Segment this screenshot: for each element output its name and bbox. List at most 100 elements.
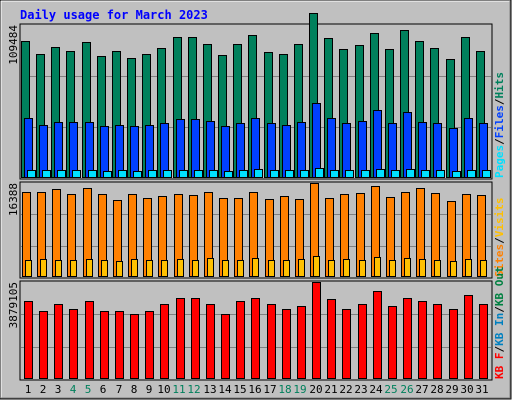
bar-pages-15 [239, 170, 248, 178]
bar-files-13 [206, 121, 215, 178]
bar-kb-f-22 [342, 309, 351, 379]
bar-pages-22 [345, 170, 354, 178]
bar-pages-4 [72, 170, 81, 178]
bar-pages-6 [103, 171, 112, 178]
x-tick-label-27: 27 [415, 383, 428, 396]
x-tick-label-2: 2 [40, 383, 47, 396]
legend-top: Pages/Files/Hits [493, 72, 506, 178]
bar-visits-19 [298, 259, 305, 277]
bar-files-7 [115, 125, 124, 178]
bar-visits-6 [101, 260, 108, 277]
bar-pages-29 [452, 171, 461, 178]
legend-kbf: KB F [493, 353, 506, 380]
x-tick-label-23: 23 [354, 383, 367, 396]
bar-files-28 [433, 123, 442, 178]
bar-visits-1 [25, 260, 32, 277]
x-tick-label-19: 19 [293, 383, 306, 396]
legend-sep-1: / [493, 138, 506, 145]
x-tick-label-17: 17 [263, 383, 276, 396]
legend-kbout: KB Out [493, 266, 506, 306]
bar-kb-f-6 [100, 311, 109, 379]
bar-files-21 [327, 118, 336, 178]
bar-visits-10 [161, 260, 168, 277]
bar-pages-9 [148, 170, 157, 178]
x-tick-label-22: 22 [339, 383, 352, 396]
bar-files-25 [388, 123, 397, 178]
bar-pages-30 [467, 170, 476, 178]
bar-pages-5 [88, 170, 97, 178]
bar-files-17 [267, 123, 276, 178]
bar-kb-f-9 [145, 311, 154, 379]
bar-kb-f-15 [236, 301, 245, 379]
bar-visits-3 [55, 260, 62, 277]
bar-visits-30 [465, 259, 472, 277]
bar-visits-31 [480, 260, 487, 277]
bar-kb-f-24 [373, 291, 382, 379]
bars-layer [21, 13, 491, 379]
legend-sep-3: / [493, 237, 506, 244]
bar-kb-f-1 [24, 301, 33, 379]
bar-visits-25 [389, 260, 396, 277]
bar-files-14 [221, 126, 230, 178]
legend-bottom: KB F/KB In/KB Out [493, 266, 506, 379]
bar-visits-9 [146, 260, 153, 277]
legend-sep-2: / [493, 98, 506, 105]
bar-kb-f-14 [221, 314, 230, 379]
x-tick-label-18: 18 [278, 383, 291, 396]
bar-kb-f-8 [130, 314, 139, 379]
bar-pages-26 [406, 169, 415, 178]
panel-middle-max-label: 16388 [7, 183, 20, 216]
x-tick-label-7: 7 [116, 383, 123, 396]
bar-visits-22 [343, 259, 350, 277]
x-tick-label-29: 29 [445, 383, 458, 396]
bar-pages-8 [133, 171, 142, 178]
x-tick-label-1: 1 [25, 383, 32, 396]
bar-files-1 [24, 118, 33, 178]
bar-pages-23 [361, 170, 370, 178]
bar-files-27 [418, 122, 427, 178]
bar-pages-10 [163, 170, 172, 178]
bar-kb-f-18 [282, 309, 291, 379]
bar-kb-f-20 [312, 282, 321, 379]
bar-pages-18 [285, 170, 294, 178]
bar-pages-19 [300, 170, 309, 178]
bar-kb-f-3 [54, 304, 63, 379]
bar-pages-20 [315, 168, 324, 178]
bar-pages-12 [194, 170, 203, 178]
panel-bottom-max-label: 3879105 [7, 282, 20, 328]
bar-pages-16 [254, 169, 263, 178]
bar-pages-17 [270, 170, 279, 178]
bar-kb-f-16 [251, 298, 260, 379]
legend-pages: Pages [493, 145, 506, 178]
bar-visits-23 [359, 260, 366, 277]
x-tick-label-6: 6 [100, 383, 107, 396]
x-tick-label-13: 13 [203, 383, 216, 396]
bar-files-19 [297, 122, 306, 178]
legend-files: Files [493, 105, 506, 138]
bar-kb-f-13 [206, 304, 215, 379]
bar-kb-f-7 [115, 311, 124, 379]
bar-pages-1 [27, 170, 36, 178]
bar-pages-31 [482, 170, 491, 178]
bar-files-10 [160, 123, 169, 178]
bar-visits-15 [237, 260, 244, 277]
bar-visits-13 [207, 258, 214, 277]
bar-kb-f-10 [160, 304, 169, 379]
bar-kb-f-31 [479, 304, 488, 379]
legend-middle: Sites/Visits [493, 198, 506, 278]
bar-pages-7 [118, 170, 127, 178]
bar-files-29 [449, 128, 458, 178]
x-tick-label-20: 20 [309, 383, 322, 396]
bar-files-2 [39, 125, 48, 178]
bar-files-18 [282, 125, 291, 178]
x-tick-label-11: 11 [172, 383, 185, 396]
bar-files-11 [176, 119, 185, 178]
legend-sites: Sites [493, 244, 506, 277]
bar-visits-24 [374, 257, 381, 277]
bar-files-24 [373, 110, 382, 178]
x-tick-label-9: 9 [146, 383, 153, 396]
x-tick-label-8: 8 [131, 383, 138, 396]
bar-kb-f-2 [39, 311, 48, 379]
bar-kb-f-26 [403, 298, 412, 379]
